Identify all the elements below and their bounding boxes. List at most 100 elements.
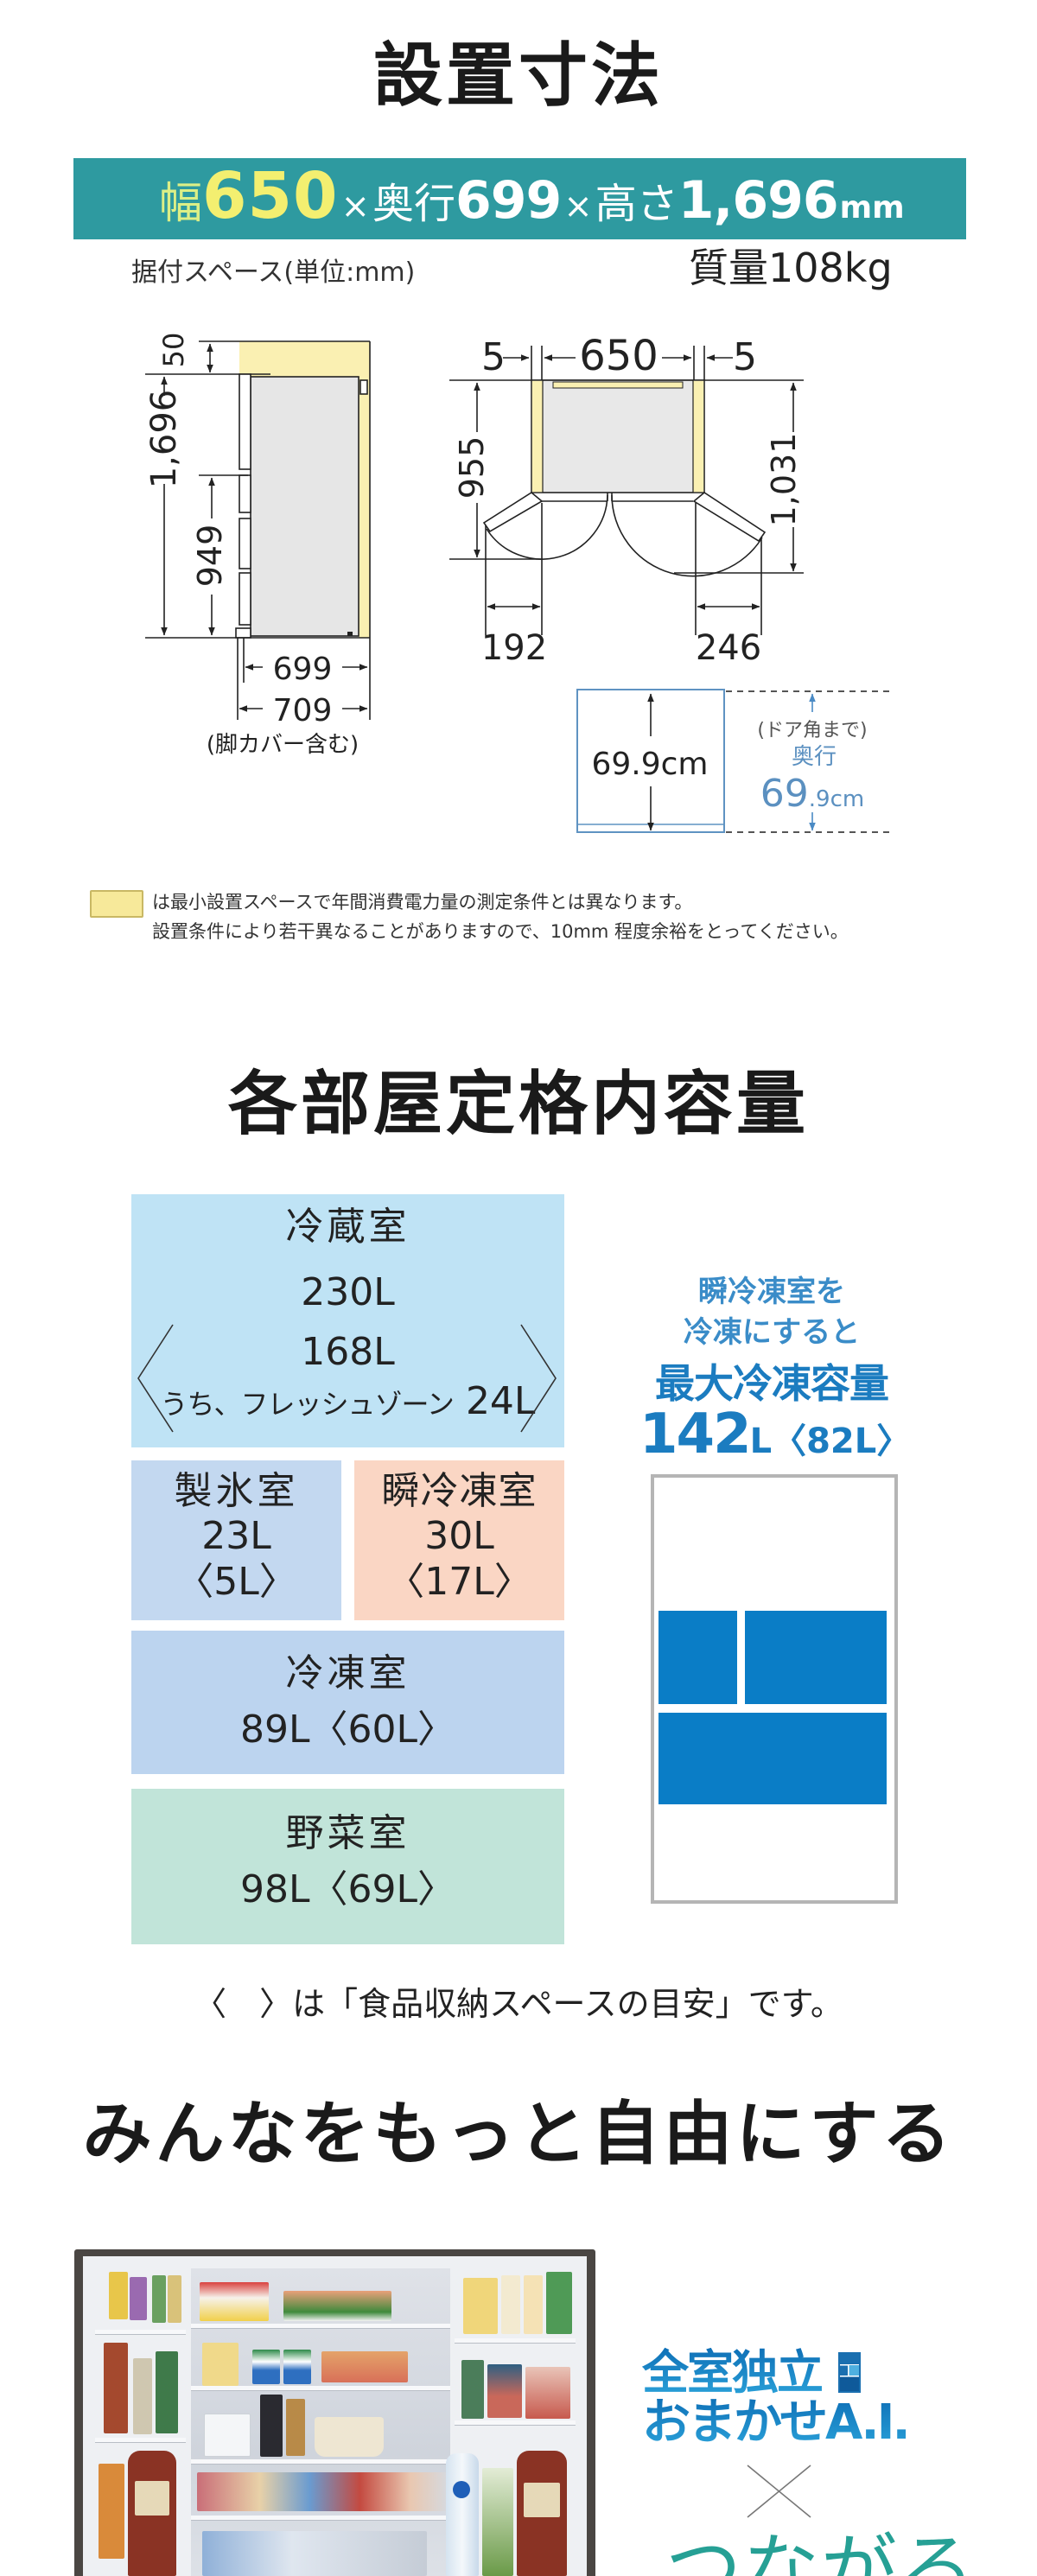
refrigerator-compartment: 冷蔵室 230L 168L うち、フレッシュゾーン 24L: [131, 1194, 564, 1447]
instant-freeze-compartment: 瞬冷凍室 30L 〈17L〉: [354, 1460, 564, 1620]
depth-value: 699: [455, 170, 562, 231]
feature-all-rooms-independent: 全室独立: [642, 2345, 824, 2400]
total-height-label: 1,696: [144, 390, 184, 489]
fridge-body-side: [250, 376, 359, 637]
compartment-total: 23L: [201, 1514, 271, 1558]
photo-item: [487, 2364, 522, 2418]
legend-note-line-2: 設置条件により若干異なることがありますので、10mm 程度余裕をとってください。: [152, 921, 849, 942]
right-angle-bracket-icon: [520, 1324, 557, 1433]
height-label: 高さ: [595, 180, 678, 228]
clearance-area-left: [531, 380, 543, 493]
dimension-diagrams: 50 1,696 949 699 709 (脚カバー含む): [144, 332, 890, 833]
photo-item: [525, 2367, 570, 2419]
legend-yellow-swatch: [90, 890, 143, 918]
foot-cover: [235, 627, 251, 639]
photo-item: [204, 2414, 251, 2457]
max-freeze-unit: L: [749, 1422, 773, 1461]
fresh-zone-value: 24L: [465, 1379, 536, 1423]
right-gap-label: 5: [733, 335, 757, 379]
foot-cover-note: (脚カバー含む): [207, 732, 359, 758]
door-panel: [239, 572, 251, 626]
photo-item: [260, 2395, 283, 2457]
width-label: 幅: [159, 178, 202, 228]
photo-item: [168, 2275, 181, 2323]
ice-compartment: 製氷室 23L 〈5L〉: [131, 1460, 341, 1620]
dimension-banner: 幅 650 × 奥行 699 × 高さ 1,696 mm: [73, 158, 966, 239]
right-door-open: [692, 492, 767, 543]
door-corner-depth-value: 69.9cm: [760, 772, 864, 816]
right-door-swing-label: 246: [696, 628, 761, 668]
depth-label: 奥行: [372, 180, 455, 228]
depth-label: 699: [273, 652, 333, 687]
compartment-name: 瞬冷凍室: [381, 1469, 538, 1513]
depth-with-cover-label: 709: [273, 693, 333, 728]
top-view-diagram: [449, 346, 804, 635]
photo-item: [202, 2531, 427, 2576]
weight-label: 質量108kg: [689, 245, 893, 291]
photo-item: [133, 2358, 152, 2434]
height-value: 1,696: [678, 170, 839, 231]
photo-item: [252, 2350, 280, 2384]
vegetable-compartment: 野菜室 98L〈69L〉: [131, 1789, 564, 1944]
compartment-name: 冷凍室: [285, 1651, 410, 1695]
freeze-block-freezer: [658, 1713, 887, 1804]
max-freeze-label: 最大冷凍容量: [655, 1360, 889, 1407]
compartment-storage: 〈17L〉: [386, 1560, 532, 1604]
compartment-total: 30L: [424, 1514, 494, 1558]
door-corner-depth-diagram: [576, 689, 890, 833]
photo-item: [446, 2453, 479, 2576]
fridge-body-top: [531, 379, 705, 493]
promo-title: みんなをもっと自由にする: [82, 2094, 955, 2174]
feature-omakase-ai: おまかせA.I.: [642, 2395, 911, 2451]
photo-item: [104, 2343, 128, 2433]
compartment-name: 製氷室: [174, 1469, 299, 1513]
compartment-total: 230L: [301, 1270, 395, 1314]
width-value: 650: [202, 159, 339, 233]
photo-item: [283, 2291, 391, 2321]
photo-item: [501, 2275, 520, 2334]
times-sign: ×: [340, 187, 370, 226]
photo-item: [283, 2350, 311, 2384]
max-freeze-condition-line-1: 瞬冷凍室を: [698, 1275, 845, 1309]
photo-item: [109, 2272, 128, 2319]
compartment-storage: 〈5L〉: [175, 1560, 297, 1604]
fridge-outline-icon: [651, 1474, 898, 1904]
photo-item: [315, 2417, 384, 2457]
photo-item: [152, 2275, 166, 2323]
photo-item: [130, 2277, 147, 2320]
top-clearance-label: 50: [157, 333, 190, 368]
storage-space-note: 〈 〉は「食品収納スペースの目安」です。: [194, 1985, 843, 2023]
right-door-swing-arc: [611, 494, 763, 577]
fridge-compartments-icon: [838, 2352, 861, 2393]
max-freeze-capacity: 142L〈82L〉: [639, 1407, 911, 1469]
photo-item: [200, 2282, 269, 2321]
capacity-title: 各部屋定格内容量: [228, 1064, 809, 1144]
storage-bracket-icons: [137, 1324, 557, 1433]
fresh-zone-label: うち、フレッシュゾーン: [160, 1388, 455, 1421]
left-door-swing-arc: [486, 494, 608, 560]
box-depth-value: 69.9cm: [591, 747, 708, 782]
door-corner-note: (ドア角まで): [757, 720, 867, 741]
side-view-diagram: [145, 340, 371, 720]
photo-item: [202, 2343, 239, 2386]
clearance-area-back: [359, 378, 370, 638]
unit-label: mm: [839, 190, 905, 226]
left-gap-label: 5: [481, 335, 506, 379]
clearance-area-right: [693, 380, 704, 493]
installation-space-caption: 据付スペース(単位:mm): [131, 258, 416, 288]
left-door-swing-label: 192: [481, 628, 547, 668]
compartment-value: 89L〈60L〉: [239, 1708, 455, 1752]
photo-item: [524, 2275, 543, 2334]
fridge-interior: [83, 2256, 587, 2576]
left-door-open-depth-label: 955: [453, 436, 491, 499]
photo-item: [463, 2278, 498, 2334]
fresh-zone-capacity: うち、フレッシュゾーン 24L: [131, 1379, 564, 1427]
photo-item: [286, 2399, 305, 2456]
left-door-open: [482, 492, 544, 533]
times-sign: ×: [563, 187, 593, 226]
freeze-block-ice: [658, 1611, 737, 1704]
freezer-compartment: 冷凍室 89L〈60L〉: [131, 1631, 564, 1774]
photo-item: [482, 2468, 513, 2576]
compartment-name: 野菜室: [285, 1811, 410, 1855]
